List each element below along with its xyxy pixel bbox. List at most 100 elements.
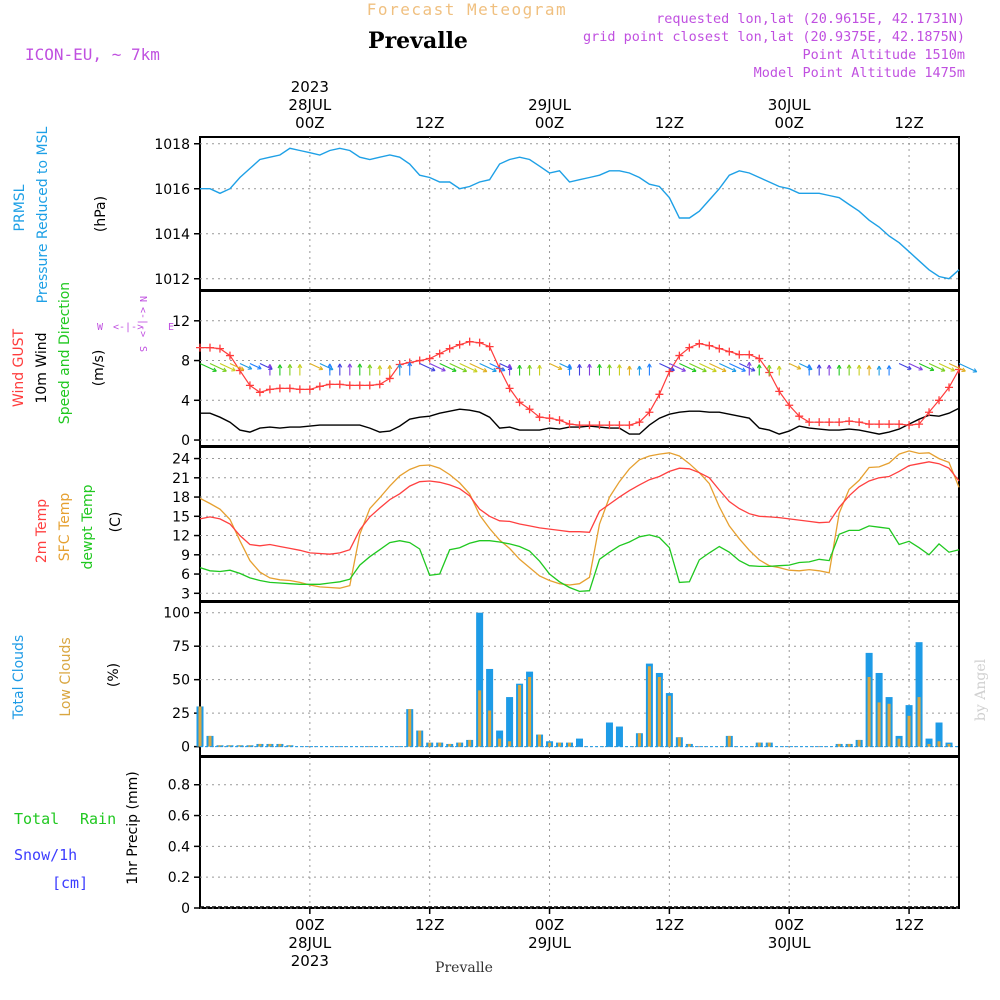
cloud-total-bar <box>915 642 923 747</box>
precip-rain-label: Rain <box>80 810 116 828</box>
wind-gust-marker <box>665 367 674 376</box>
wind-ytick-label: 12 <box>172 314 190 330</box>
time-label-top-day: 28JUL <box>288 96 331 114</box>
wind-gust-marker <box>465 337 474 346</box>
wind-arrow-head <box>886 365 892 370</box>
wind-arrow-head <box>267 364 273 369</box>
wind-ytick-label: 8 <box>181 354 190 370</box>
wind-gust-marker <box>905 421 914 430</box>
wind-gust-marker <box>675 351 684 360</box>
wind-gust-marker <box>825 418 834 427</box>
temp-2m-line <box>199 461 960 555</box>
wind-gust-marker <box>445 344 454 353</box>
cloud-low-bar <box>408 709 412 747</box>
wind-arrow <box>958 362 977 373</box>
wind-arrow <box>788 362 801 370</box>
wind-arrow-head <box>500 367 506 372</box>
cloud-low-bar <box>508 741 512 747</box>
temp-unit: (C) <box>108 512 124 533</box>
temp-sfc-label: SFC Temp <box>57 493 73 562</box>
wind-arrow <box>699 362 717 372</box>
wind-gust-marker <box>605 421 614 430</box>
wind-arrow-head <box>846 364 852 369</box>
wind-arrow <box>739 362 756 372</box>
pressure-ytick-label: 1012 <box>154 272 190 288</box>
wind-arrow-head <box>557 365 563 371</box>
wind-arrow <box>449 362 467 372</box>
wind-arrow <box>689 362 707 372</box>
wind-compass: W E <-|-> N <-|-> S <box>97 296 174 352</box>
cloud-low-bar <box>268 743 272 747</box>
wind-arrow <box>229 362 245 371</box>
cloud-low-bar <box>528 676 532 747</box>
cloud-frame <box>199 601 960 757</box>
gridpoint-coords: grid point closest lon,lat (20.9375E, 42… <box>583 29 965 45</box>
wind-gust-marker <box>645 408 654 417</box>
cloud-ytick-label: 0 <box>181 740 190 756</box>
wind-gust-marker <box>375 380 384 389</box>
wind-arrow-head <box>431 367 436 372</box>
wind-arrow-head <box>856 364 862 369</box>
wind-gust-marker <box>215 344 224 353</box>
temp-sfc-line <box>199 450 960 589</box>
wind-gust-marker <box>325 380 334 389</box>
cloud-total-bar <box>615 726 623 747</box>
cloud-low-bar <box>548 742 552 747</box>
cloud-ytick-label: 100 <box>163 606 190 622</box>
cloud-low-bar <box>637 733 641 747</box>
wind-arrow-head <box>587 363 592 368</box>
wind-gust-marker <box>285 384 294 393</box>
wind-gust-marker <box>385 374 394 383</box>
wind-arrow-head <box>473 368 478 373</box>
pressure-ytick-label: 1016 <box>154 182 190 198</box>
wind-arrow-head <box>712 367 717 373</box>
wind-arrow-head <box>327 363 333 368</box>
wind-arrow-head <box>347 363 353 368</box>
wind-arrow-head <box>507 364 512 369</box>
wind-arrow-head <box>482 367 488 373</box>
wind-arrow-head <box>702 367 707 373</box>
cloud-low-bar <box>877 702 881 747</box>
cloud-low-bar <box>927 743 931 747</box>
wind-arrow <box>928 362 946 372</box>
panels: 1012 1014 1016 1018 0 4 8 12 3 6 9 12 15 18 21 24 0 25 50 7… <box>154 136 978 917</box>
wind-arrow-head <box>816 364 822 369</box>
precip-unit: 1hr Precip (mm) <box>125 771 141 884</box>
wind-gust-marker <box>935 396 944 405</box>
cloud-low-bar <box>438 742 442 747</box>
wind-gust-marker <box>275 384 284 393</box>
cloud-low-bar <box>208 735 212 747</box>
pressure-frame <box>199 136 960 291</box>
wind-arrow <box>419 362 436 372</box>
cloud-low-bar <box>538 734 542 747</box>
wind-arrow <box>948 362 966 372</box>
cloud-low-bar <box>677 737 681 747</box>
cloud-low-bar <box>897 738 901 747</box>
pressure-ytick-label: 1018 <box>154 137 190 153</box>
cloud-low-bar <box>448 743 452 747</box>
time-label-bottom-hour: 00Z <box>775 916 804 934</box>
wind-arrow <box>908 362 923 371</box>
time-label-bottom-year: 2023 <box>291 952 329 970</box>
wind-gust-label: Wind GUST <box>11 328 27 407</box>
wind-arrow-head <box>222 367 227 372</box>
wind-gust-marker <box>455 340 464 349</box>
precip-ytick-label: 0 <box>181 901 190 917</box>
precip-ytick-label: 0.2 <box>168 870 190 886</box>
wind-arrow-head <box>407 362 413 367</box>
wind-arrow-head <box>746 361 752 366</box>
cloud-low-bar <box>488 710 492 747</box>
wind-unit: (m/s) <box>91 350 107 387</box>
time-label-top-hour: 00Z <box>295 114 324 132</box>
cloud-low-bar <box>867 676 871 747</box>
pressure-label-prmsl: PRMSL <box>12 184 28 231</box>
cloud-low-bar <box>837 743 841 747</box>
cloud-low-bar <box>458 742 462 747</box>
compass-vertical: <-|-> <box>137 307 148 337</box>
wind-arrow-head <box>836 364 842 369</box>
cloud-ytick-label: 50 <box>172 673 190 689</box>
temp-ytick-label: 24 <box>172 452 190 468</box>
time-label-bottom-hour: 12Z <box>655 916 684 934</box>
cloud-low-bar <box>198 706 202 747</box>
time-label-bottom-day: 28JUL <box>288 934 331 952</box>
